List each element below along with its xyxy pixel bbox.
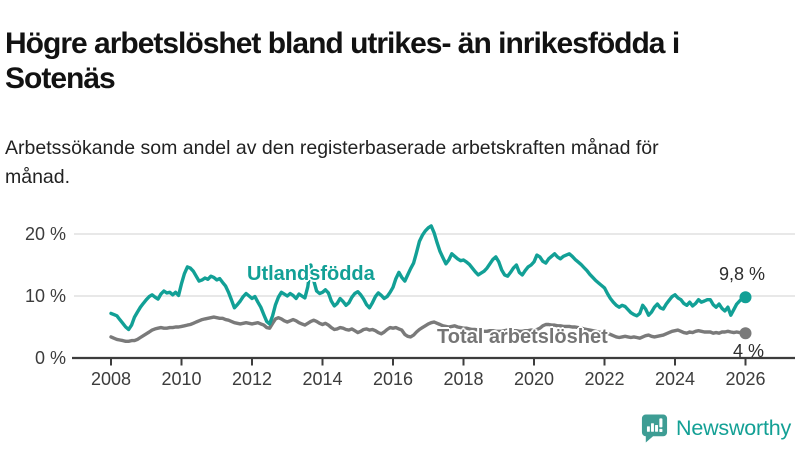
y-tick-label: 10 % xyxy=(24,286,66,306)
x-tick-label: 2024 xyxy=(654,369,696,389)
x-tick-label: 2016 xyxy=(372,369,414,389)
x-tick-label: 2018 xyxy=(443,369,484,389)
x-tick-label: 2020 xyxy=(513,369,555,389)
newsworthy-brand-text: Newsworthy xyxy=(676,415,792,440)
x-tick-label: 2012 xyxy=(231,369,273,389)
x-tick-label: 2010 xyxy=(161,369,202,389)
x-tick-label: 2008 xyxy=(90,369,132,389)
end-value-label-utlandsfodda: 9,8 % xyxy=(718,264,765,284)
chart-subtitle: Arbetssökande som andel av den registerb… xyxy=(5,136,659,188)
x-tick-label: 2014 xyxy=(302,369,343,389)
page-title: Högre arbetslöshet bland utrikes- än inr… xyxy=(5,27,680,96)
series-label-total: Total arbetslöshet xyxy=(437,326,608,348)
y-tick-label: 20 % xyxy=(24,224,66,244)
end-value-label-total: 4 % xyxy=(732,341,764,361)
x-tick-label: 2022 xyxy=(584,369,625,389)
newsworthy-logo[interactable]: Newsworthy xyxy=(640,413,791,443)
series-label-utlandsfodda: Utlandsfödda xyxy=(247,263,375,285)
x-tick-label: 2026 xyxy=(725,369,766,389)
bar-chart-speech-bubble-icon xyxy=(640,413,669,443)
y-tick-label: 0 % xyxy=(34,348,66,368)
